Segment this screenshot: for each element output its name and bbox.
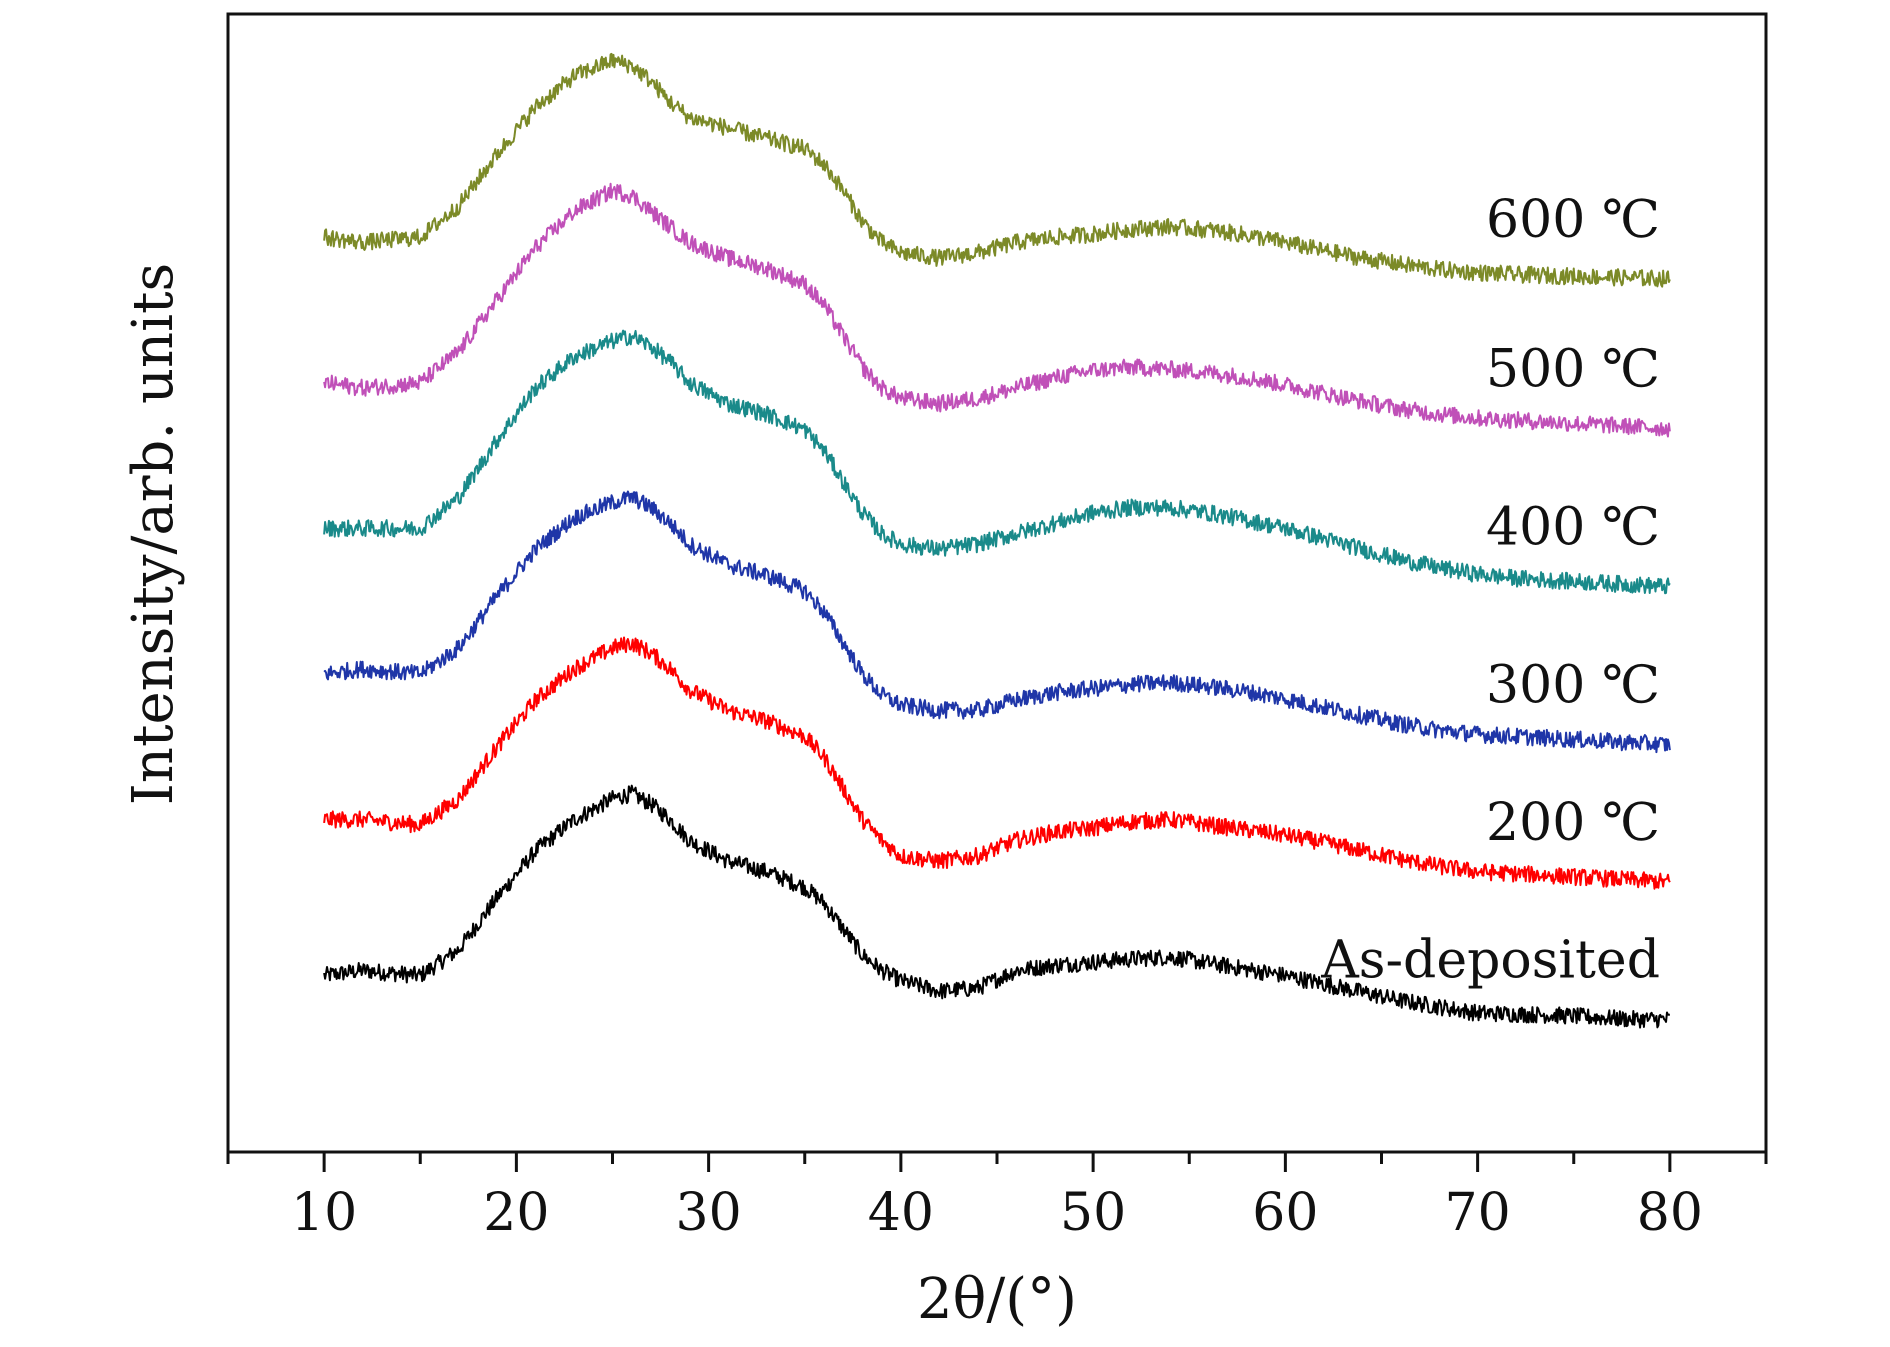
x-tick-label: 40 — [868, 1183, 934, 1243]
series-label: 600 ℃ — [1486, 190, 1660, 250]
series-line — [323, 329, 1671, 595]
x-tick-label: 60 — [1252, 1183, 1318, 1243]
x-tick-label: 30 — [676, 1183, 742, 1243]
series-line — [323, 182, 1671, 438]
x-axis-ticks — [226, 1152, 1768, 1172]
x-tick-label: 80 — [1637, 1183, 1703, 1243]
x-axis-tick-labels: 10 20 30 40 50 60 70 80 — [291, 1183, 1703, 1243]
series-labels: As-deposited 200 ℃ 300 ℃ 400 ℃ 500 ℃ 600 ℃ — [1320, 190, 1660, 990]
x-tick-label: 20 — [483, 1183, 549, 1243]
series-label: 300 ℃ — [1486, 656, 1660, 716]
series-label: 400 ℃ — [1486, 498, 1660, 558]
x-axis-title: 2θ/(°) — [917, 1267, 1077, 1332]
series-line — [323, 784, 1670, 1029]
x-tick-label: 70 — [1445, 1183, 1511, 1243]
x-tick-label: 10 — [291, 1183, 357, 1243]
series-line — [323, 636, 1671, 890]
series-line — [323, 52, 1671, 288]
series-lines — [323, 52, 1671, 1029]
series-label: 200 ℃ — [1486, 793, 1660, 853]
x-tick-label: 50 — [1060, 1183, 1126, 1243]
series-label: 500 ℃ — [1486, 340, 1660, 400]
y-axis-title: Intensity/arb. units — [121, 263, 186, 805]
series-label: As-deposited — [1320, 930, 1660, 990]
series-line — [323, 490, 1671, 754]
